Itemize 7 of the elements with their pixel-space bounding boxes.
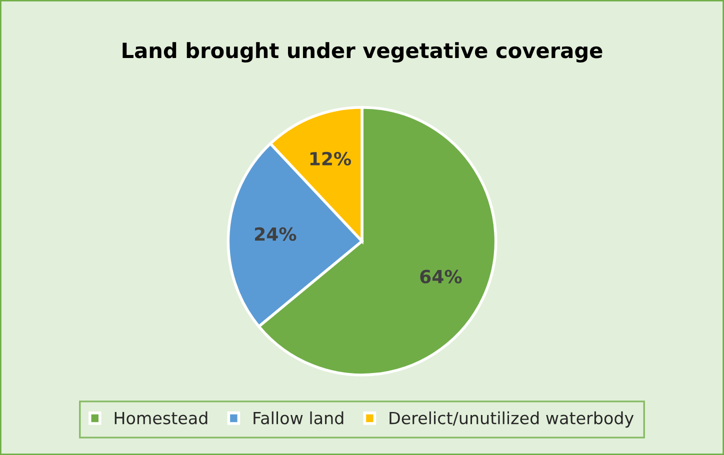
data-label: 24% — [255, 227, 296, 241]
data-label: 12% — [310, 152, 352, 166]
legend-label: Fallow land — [254, 411, 344, 424]
legend-label: Derelict/unutilized waterbody — [390, 411, 634, 428]
chart-title: Land brought under vegetative coverage — [122, 42, 602, 62]
legend-label: Homestead — [114, 411, 208, 424]
data-label: 64% — [420, 270, 462, 284]
